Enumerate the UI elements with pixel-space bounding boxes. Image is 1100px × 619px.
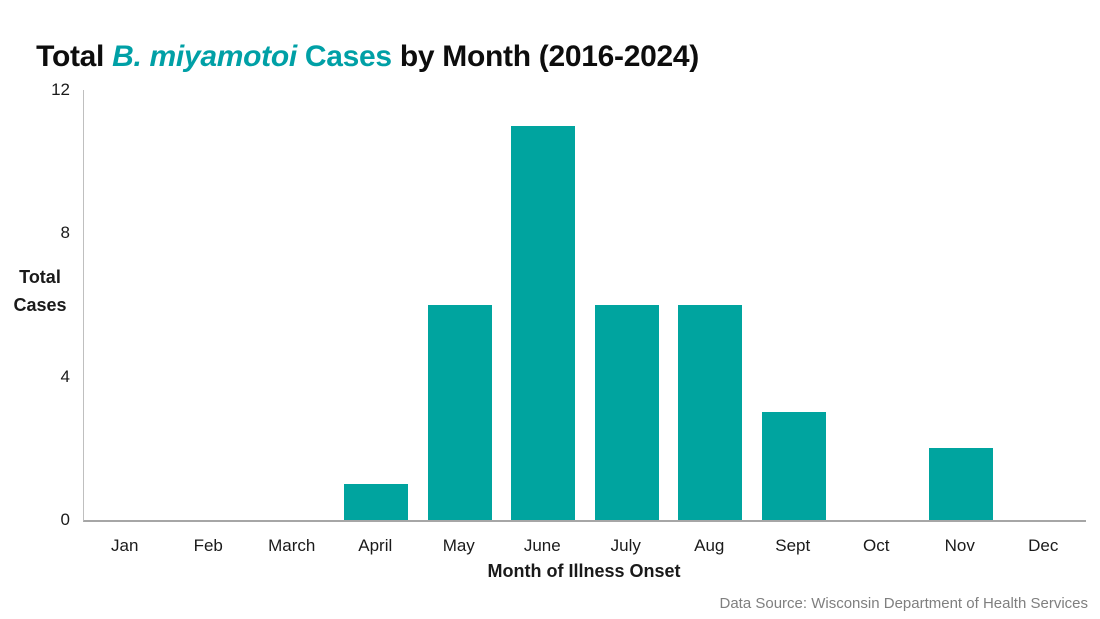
y-axis-title-line1: Total <box>19 267 61 287</box>
x-tick-row: Jan Feb March April May June July Aug Sept Oct Nov… <box>83 536 1085 558</box>
y-tick-label-8: 8 <box>60 223 70 243</box>
x-tick-label-sept: Sept <box>775 536 811 555</box>
page-title: Total B. miyamotoi Cases by Month (2016-… <box>4 6 699 108</box>
x-tick-label-nov: Nov <box>944 536 975 555</box>
y-axis-title-line2: Cases <box>13 295 67 315</box>
plot-area <box>83 90 1086 522</box>
x-tick-label-dec: Dec <box>1028 536 1059 555</box>
x-tick-label-june: June <box>523 536 561 555</box>
x-tick-label-july: July <box>610 536 641 555</box>
y-tick-label-4: 4 <box>60 366 70 386</box>
bar-nov <box>928 448 993 520</box>
bar-april <box>344 484 409 520</box>
x-tick-label-april: April <box>358 536 393 555</box>
bar-july <box>594 305 659 520</box>
title-part-teal: Cases <box>296 40 392 73</box>
bar-june <box>511 126 576 520</box>
bar-aug <box>678 305 743 520</box>
x-tick-label-march: March <box>268 536 316 555</box>
data-source-note: Data Source: Wisconsin Department of Hea… <box>719 595 1089 612</box>
title-part-black-2: by Month (2016-2024) <box>391 40 699 73</box>
bar-sept <box>761 412 826 520</box>
y-tick-label-12: 12 <box>51 80 70 99</box>
x-tick-label-may: May <box>442 536 475 555</box>
x-tick-label-jan: Jan <box>111 536 139 555</box>
title-part-black-1: Total <box>36 40 113 73</box>
x-tick-label-aug: Aug <box>694 536 725 555</box>
title-species-name: B. miyamotoi <box>112 40 297 73</box>
y-axis-title: Total Cases <box>0 263 80 319</box>
bar-may <box>427 305 492 520</box>
x-axis-title: Month of Illness Onset <box>487 561 681 581</box>
y-tick-column: 12 8 4 0 <box>0 80 70 529</box>
x-tick-label-oct: Oct <box>863 536 890 555</box>
y-tick-label-0: 0 <box>60 510 70 529</box>
x-tick-label-feb: Feb <box>193 536 223 555</box>
